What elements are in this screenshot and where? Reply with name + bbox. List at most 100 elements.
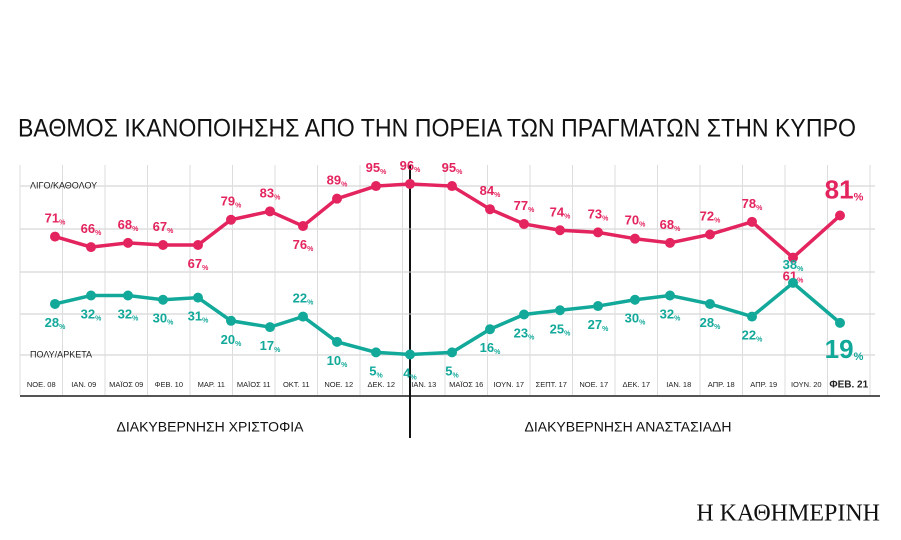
x-tick-label: ΜΑΪΟΣ 11 (237, 380, 271, 389)
point (86, 291, 96, 301)
chart-title: ΒΑΘΜΟΣ ΙΚΑΝΟΠΟΙΗΣΗΣ ΑΠΟ ΤΗΝ ΠΟΡΕΙΑ ΤΩΝ Π… (18, 115, 856, 143)
point (158, 295, 168, 305)
data-label: 73% (588, 207, 609, 222)
point (123, 291, 133, 301)
point (226, 215, 236, 225)
data-label: 22% (742, 328, 763, 343)
data-label: 96% (400, 158, 421, 173)
data-label: 67% (153, 219, 174, 234)
point (226, 316, 236, 326)
point (193, 240, 203, 250)
series-line (55, 184, 840, 258)
x-tick-label: ΜΑΪΟΣ 09 (109, 380, 143, 389)
point (747, 312, 757, 322)
data-label: 95% (442, 160, 463, 175)
point (519, 309, 529, 319)
data-label: 68% (660, 217, 681, 232)
x-tick-label: ΜΑΪΟΣ 16 (449, 380, 483, 389)
point (835, 211, 845, 221)
data-label: 23% (514, 326, 535, 341)
point (593, 301, 603, 311)
point (405, 349, 415, 359)
x-tick-label: ΑΠΡ. 18 (708, 380, 735, 389)
data-label: 66% (81, 222, 102, 237)
x-tick-label: ΙΟΥΝ. 17 (493, 380, 524, 389)
data-label: 10% (327, 353, 348, 368)
point (158, 240, 168, 250)
point (788, 278, 798, 288)
data-label: 5% (445, 364, 459, 379)
period-label: ΔΙΑΚΥΒΕΡΝΗΣΗ ΑΝΑΣΤΑΣΙΑΔΗ (524, 419, 731, 435)
point (371, 347, 381, 357)
chart: ΒΑΘΜΟΣ ΙΚΑΝΟΠΟΙΗΣΗΣ ΑΠΟ ΤΗΝ ΠΟΡΕΙΑ ΤΩΝ Π… (0, 0, 901, 540)
data-label: 77% (514, 198, 535, 213)
point (50, 232, 60, 242)
point (447, 181, 457, 191)
point (485, 324, 495, 334)
point (332, 337, 342, 347)
data-label: 68% (118, 217, 139, 232)
row-label: ΛΙΓΟ/ΚΑΘΟΛΟΥ (30, 180, 97, 190)
point (123, 238, 133, 248)
x-tick-label: ΑΠΡ. 19 (750, 380, 777, 389)
data-label: 38% (783, 257, 804, 272)
point (447, 347, 457, 357)
point (519, 219, 529, 229)
data-label: 83% (260, 186, 281, 201)
data-label: 19% (825, 334, 864, 364)
x-tick-label: ΙΟΥΝ. 20 (791, 380, 822, 389)
data-label: 17% (260, 339, 281, 354)
data-label: 72% (700, 209, 721, 224)
logo: Η ΚΑΘΗΜΕΡΙΝΗ (696, 501, 880, 527)
data-label: 95% (366, 160, 387, 175)
point (555, 225, 565, 235)
x-tick-label: ΦΕΒ. 10 (155, 380, 184, 389)
data-label: 31% (188, 309, 209, 324)
x-tick-label: ΙΑΝ. 18 (666, 380, 691, 389)
x-tick-label: ΣΕΠΤ. 17 (536, 380, 567, 389)
point (835, 318, 845, 328)
data-label: 78% (742, 196, 763, 211)
point (332, 194, 342, 204)
data-label: 16% (480, 341, 501, 356)
point (86, 242, 96, 252)
data-label: 22% (293, 291, 314, 306)
row-label: ΠΟΛΥ/ΑΡΚΕΤΑ (30, 349, 92, 359)
point (630, 295, 640, 305)
point (193, 293, 203, 303)
data-label: 81% (825, 174, 864, 204)
x-tick-label: ΜΑΡ. 11 (198, 380, 225, 389)
point (555, 305, 565, 315)
point (298, 221, 308, 231)
x-tick-label: ΔΕΚ. 17 (622, 380, 650, 389)
data-label: 30% (153, 311, 174, 326)
point (265, 322, 275, 332)
point (630, 234, 640, 244)
x-tick-label: ΝΟΕ. 12 (324, 380, 353, 389)
data-label: 70% (625, 213, 646, 228)
period-label: ΔΙΑΚΥΒΕΡΝΗΣΗ ΧΡΙΣΤΟΦΙΑ (117, 419, 305, 435)
data-label: 67% (188, 256, 209, 271)
x-tick-label: ΙΑΝ. 13 (411, 380, 436, 389)
data-label: 20% (221, 332, 242, 347)
point (705, 229, 715, 239)
point (593, 227, 603, 237)
data-label: 32% (118, 307, 139, 322)
data-label: 25% (550, 322, 571, 337)
point (298, 312, 308, 322)
point (485, 204, 495, 214)
data-label: 27% (588, 317, 609, 332)
x-tick-label: ΔΕΚ. 12 (367, 380, 395, 389)
point (705, 299, 715, 309)
data-label: 32% (660, 307, 681, 322)
data-label: 30% (625, 311, 646, 326)
x-tick-label: ΦΕΒ. 21 (829, 380, 868, 391)
point (50, 299, 60, 309)
point (747, 217, 757, 227)
point (665, 238, 675, 248)
point (405, 179, 415, 189)
data-label: 32% (81, 307, 102, 322)
data-label: 28% (700, 315, 721, 330)
x-tick-label: ΝΟΕ. 08 (27, 380, 56, 389)
point (265, 206, 275, 216)
